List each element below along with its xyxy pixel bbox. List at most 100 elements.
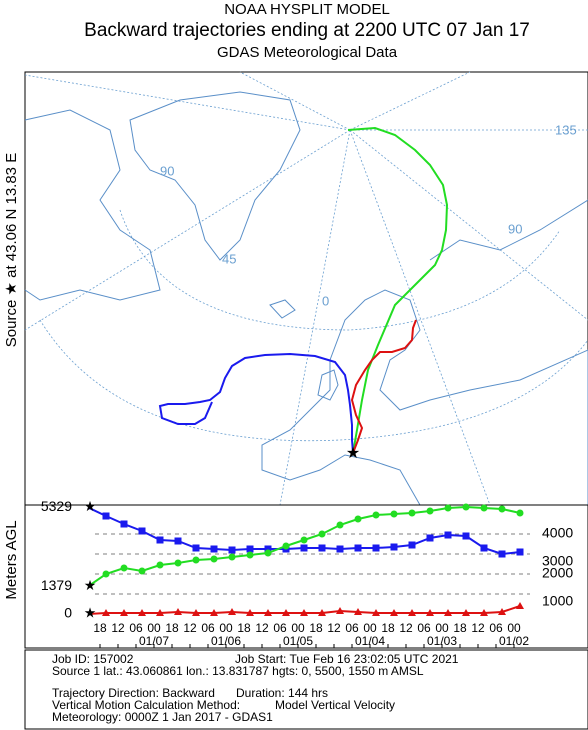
marker (408, 509, 416, 517)
date-label: 01/04 (355, 634, 385, 648)
marker (246, 545, 254, 553)
marker (444, 609, 452, 616)
marker (516, 509, 524, 517)
coastlines (24, 91, 588, 506)
start-height-label: 0 (64, 605, 72, 621)
marker (228, 608, 236, 615)
y-tick-label: 4000 (542, 525, 573, 541)
info-frame (24, 649, 588, 730)
marker (318, 609, 326, 616)
marker (354, 608, 362, 615)
map-frame (24, 71, 588, 506)
title: Backward trajectories ending at 2200 UTC… (84, 20, 530, 41)
map-label: 90 (160, 163, 174, 178)
marker (300, 544, 308, 552)
x-tick-label: 18 (453, 621, 467, 635)
date-label: 01/05 (283, 634, 313, 648)
x-tick-label: 12 (471, 621, 485, 635)
x-tick-label: 00 (435, 621, 449, 635)
marker (480, 544, 488, 552)
marker (354, 515, 362, 523)
marker (174, 559, 182, 567)
job-id: Job ID: 157002 (52, 652, 134, 666)
map-label: 135 (555, 122, 577, 137)
marker (336, 545, 344, 553)
x-tick-label: 00 (507, 621, 521, 635)
marker (282, 609, 290, 616)
info-box: Job ID: 157002 Job Start: Tue Feb 16 23:… (24, 649, 588, 730)
date-label: 01/03 (427, 634, 457, 648)
panel-frame (24, 504, 588, 649)
y-tick-label: 1000 (542, 593, 573, 609)
source-star: ★ (346, 445, 360, 462)
marker (174, 537, 182, 545)
north-america (24, 109, 161, 301)
marker (372, 511, 380, 519)
x-tick-label: 00 (219, 621, 233, 635)
marker (408, 609, 416, 616)
marker (246, 609, 254, 616)
marker (426, 534, 434, 542)
map-label: 90 (508, 221, 522, 236)
marker (102, 570, 110, 578)
parallel (39, 319, 588, 442)
meteorology: Meteorology: 0000Z 1 Jan 2017 - GDAS1 (52, 710, 273, 724)
meridians (24, 71, 588, 506)
marker (390, 609, 398, 616)
marker (192, 556, 200, 564)
marker (390, 510, 398, 518)
start-star: ★ (84, 498, 97, 514)
marker (408, 541, 416, 549)
marker (210, 545, 218, 553)
marker (300, 536, 308, 544)
x-tick-label: 06 (201, 621, 215, 635)
britain (317, 369, 339, 401)
date-label: 01/07 (139, 634, 169, 648)
start-height-label: 1379 (41, 577, 72, 593)
marker (102, 609, 110, 616)
marker (336, 607, 344, 614)
x-tick-label: 12 (399, 621, 413, 635)
marker (282, 542, 290, 550)
marker (192, 609, 200, 616)
direction: Trajectory Direction: Backward (52, 686, 215, 700)
map: ★ 135 90 90 45 0 (24, 71, 588, 506)
source-info: Source 1 lat.: 43.060861 lon.: 13.831787… (52, 664, 424, 678)
marker (228, 553, 236, 561)
date-label: 01/02 (499, 634, 529, 648)
x-tick-label: 12 (327, 621, 341, 635)
x-tick-label: 06 (417, 621, 431, 635)
map-label: 45 (222, 251, 236, 266)
marker (156, 561, 164, 569)
x-tick-label: 06 (129, 621, 143, 635)
marker (372, 609, 380, 616)
x-tick-label: 06 (345, 621, 359, 635)
start-height-label: 5329 (41, 498, 72, 514)
method: Model Vertical Velocity (275, 698, 395, 712)
x-tick-label: 00 (291, 621, 305, 635)
marker (462, 532, 470, 540)
marker (318, 530, 326, 538)
marker (192, 544, 200, 552)
marker (120, 520, 128, 528)
marker (480, 504, 488, 512)
iceland (269, 299, 296, 319)
marker (156, 536, 164, 544)
x-tick-label: 00 (363, 621, 377, 635)
x-tick-label: 18 (165, 621, 179, 635)
marker (516, 548, 524, 556)
source-label: Source ★ at 43.06 N 13.83 E (3, 153, 20, 347)
marker (264, 545, 272, 553)
x-tick-label: 18 (237, 621, 251, 635)
duration: Duration: 144 hrs (236, 686, 328, 700)
marker (102, 512, 110, 520)
marker (498, 608, 506, 615)
marker (462, 503, 470, 511)
greenland (129, 91, 301, 261)
marker (228, 546, 236, 554)
marker (444, 531, 452, 539)
start-star: ★ (84, 577, 97, 593)
marker (480, 609, 488, 616)
y-axis-label: Meters AGL (3, 520, 20, 599)
